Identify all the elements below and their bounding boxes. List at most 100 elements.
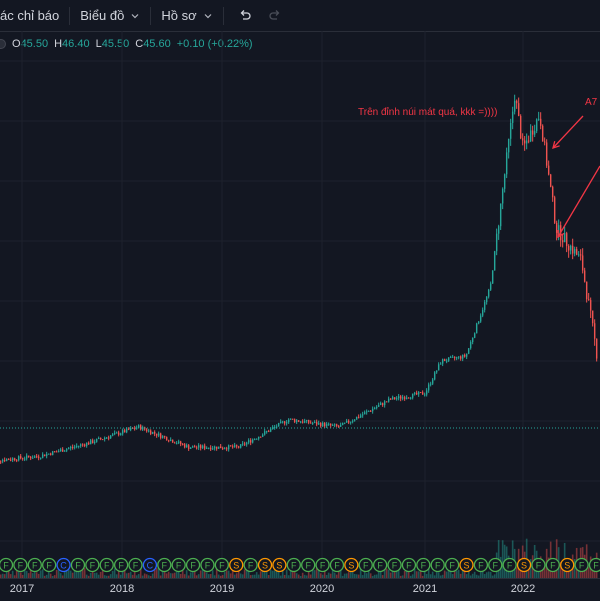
candle-body xyxy=(324,423,325,426)
candle-body xyxy=(312,423,313,424)
event-marker-label: F xyxy=(205,561,211,571)
undo-button[interactable] xyxy=(228,0,262,31)
event-marker-label: F xyxy=(133,561,139,571)
event-marker-label: F xyxy=(90,561,96,571)
candle-body xyxy=(164,436,165,437)
candle-body xyxy=(332,425,333,426)
candle-body xyxy=(374,408,375,409)
volume-bar xyxy=(56,570,58,578)
candle-body xyxy=(294,419,295,422)
event-marker-label: F xyxy=(377,561,383,571)
side-annotation[interactable]: A7 xyxy=(585,97,597,108)
candle-body xyxy=(216,447,217,449)
candle-body xyxy=(328,424,329,425)
candle-body xyxy=(224,448,225,449)
candle-body xyxy=(416,393,417,395)
candle-body xyxy=(594,323,595,339)
candle-body xyxy=(388,399,389,402)
candle-body xyxy=(136,428,137,429)
candle-body xyxy=(426,390,427,394)
candle-body xyxy=(420,392,421,393)
time-axis[interactable]: 2017 2018 2019 2020 2021 2022 xyxy=(0,578,600,601)
candle-body xyxy=(268,431,269,432)
candle-body xyxy=(188,445,189,449)
candle-body xyxy=(316,422,317,425)
candle-body xyxy=(128,429,129,430)
candle-body xyxy=(474,333,475,338)
event-marker-label: F xyxy=(162,561,168,571)
candle-body xyxy=(318,423,319,424)
volume-bar xyxy=(84,568,86,578)
candle-body xyxy=(566,233,567,246)
event-marker-label: F xyxy=(176,561,182,571)
candle-body xyxy=(564,233,565,242)
candle-body xyxy=(436,370,437,372)
chart-menu-button[interactable]: Biểu đồ xyxy=(74,0,146,31)
candle-body xyxy=(60,449,61,451)
volume-bar xyxy=(112,571,114,578)
candle-body xyxy=(458,356,459,357)
candle-body xyxy=(142,427,143,430)
candle-body xyxy=(44,454,45,456)
volume-bar xyxy=(186,570,188,578)
peak-annotation[interactable]: Trên đỉnh núi mát quá, kkk =)))) xyxy=(358,107,497,118)
candle-body xyxy=(544,141,545,142)
candle-body xyxy=(228,445,229,449)
candle-body xyxy=(78,446,79,447)
candle-body xyxy=(212,448,213,449)
volume-bar xyxy=(286,570,288,578)
candle-body xyxy=(192,446,193,447)
candle-body xyxy=(504,174,505,189)
candle-body xyxy=(254,439,255,440)
event-marker-label: F xyxy=(219,561,225,571)
event-marker-label: F xyxy=(305,561,311,571)
event-marker-label: C xyxy=(147,561,154,571)
candle-body xyxy=(446,361,447,362)
candle-body xyxy=(124,430,125,432)
candle-body xyxy=(546,142,547,165)
candle-body xyxy=(576,249,577,255)
volume-bar xyxy=(114,568,116,578)
candle-body xyxy=(72,447,73,448)
candle-body xyxy=(236,445,237,446)
annotation-arrow xyxy=(558,166,600,237)
x-tick-label: 2018 xyxy=(110,583,134,595)
profile-menu-button[interactable]: Hồ sơ xyxy=(155,0,218,31)
candle-body xyxy=(222,448,223,449)
candle-body xyxy=(542,126,543,142)
volume-bar xyxy=(156,568,158,578)
candle-body xyxy=(160,433,161,437)
candle-body xyxy=(0,461,1,462)
candle-body xyxy=(534,131,535,135)
candle-body xyxy=(482,310,483,316)
candle-body xyxy=(352,421,353,422)
candle-body xyxy=(8,459,9,460)
candle-body xyxy=(116,433,117,434)
volume-bar xyxy=(588,567,590,578)
candle-body xyxy=(4,460,5,461)
candle-body xyxy=(506,152,507,174)
event-marker-label: F xyxy=(75,561,81,571)
volume-bar xyxy=(40,570,42,578)
candle-body xyxy=(96,439,97,442)
candle-body xyxy=(120,434,121,435)
candle-body xyxy=(358,417,359,418)
candle-body xyxy=(314,422,315,423)
candle-body xyxy=(130,428,131,430)
indicators-button[interactable]: ác chỉ báo xyxy=(0,0,65,31)
candle-body xyxy=(512,112,513,123)
candle-body xyxy=(322,423,323,426)
candle-body xyxy=(588,299,589,300)
candles xyxy=(0,95,597,464)
candle-body xyxy=(338,426,339,427)
candle-body xyxy=(170,440,171,441)
candle-body xyxy=(70,447,71,448)
volume-bar xyxy=(42,569,44,578)
candle-body xyxy=(470,342,471,348)
candle-body xyxy=(214,447,215,449)
redo-button[interactable] xyxy=(262,0,288,31)
candle-body xyxy=(514,101,515,112)
candle-body xyxy=(326,424,327,426)
